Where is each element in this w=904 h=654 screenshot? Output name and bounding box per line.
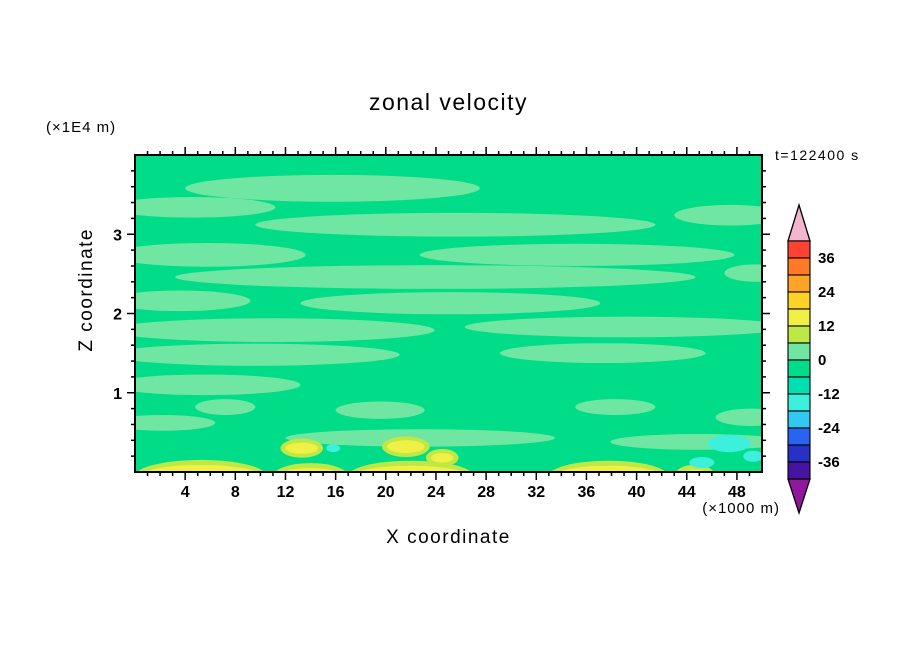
- contour-streak: [135, 374, 301, 396]
- x-tick-label: 8: [231, 484, 240, 501]
- colorbar-under-arrow: [787, 478, 811, 516]
- colorbar-segment: [787, 461, 811, 480]
- colorbar-tick-label: 0: [818, 352, 826, 369]
- contour-streak: [135, 318, 435, 343]
- contour-streak: [285, 429, 556, 447]
- contour-streak: [135, 290, 251, 312]
- contour-streak: [135, 242, 306, 267]
- contour-ring: [137, 459, 265, 472]
- contour-streak: [300, 292, 601, 315]
- colorbar-tick-label: 24: [818, 284, 835, 301]
- x-tick-label: 40: [628, 484, 646, 501]
- y-axis-unit-label: (×1E4 m): [46, 119, 117, 136]
- colorbar-tick-label: -12: [818, 386, 840, 403]
- chart-title: zonal velocity: [368, 89, 529, 115]
- contour-streak: [674, 204, 762, 226]
- colorbar-segment: [787, 410, 811, 429]
- x-tick-label: 4: [181, 484, 190, 501]
- x-tick-label: 44: [678, 484, 696, 501]
- contour-streak: [715, 408, 762, 427]
- colorbar-segment: [787, 359, 811, 378]
- contour-yellow-blob: [285, 442, 319, 454]
- contour-streak: [175, 265, 696, 289]
- colorbar-segment: [787, 240, 811, 259]
- colorbar-over-arrow: [787, 202, 811, 242]
- colorbar-segment: [787, 427, 811, 446]
- colorbar-segment: [787, 308, 811, 327]
- colorbar-segment: [787, 291, 811, 310]
- colorbar-tick-label: -24: [818, 420, 840, 437]
- contour-streak: [135, 197, 276, 218]
- contour-yellow-blob: [387, 440, 425, 453]
- x-tick-label: 24: [427, 484, 445, 501]
- colorbar-segment: [787, 274, 811, 293]
- colorbar-segment: [787, 444, 811, 463]
- contour-streak: [575, 399, 656, 415]
- y-tick-label: 1: [113, 386, 122, 403]
- x-tick-label: 32: [527, 484, 545, 501]
- contour-field: [135, 155, 762, 472]
- x-tick-label: 16: [327, 484, 345, 501]
- contour-streak: [610, 433, 762, 450]
- colorbar-tick-label: 36: [818, 250, 835, 267]
- contour-streak: [195, 399, 256, 415]
- x-axis-title: X coordinate: [386, 527, 511, 548]
- colorbar-segment: [787, 342, 811, 361]
- x-tick-label: 12: [277, 484, 295, 501]
- colorbar-tick-label: -36: [818, 454, 840, 471]
- colorbar-segment: [787, 325, 811, 344]
- y-ticks: [127, 170, 770, 457]
- contour-cyan-blob: [743, 450, 762, 462]
- x-axis-unit-label: (×1000 m): [702, 500, 780, 517]
- colorbar-segment: [787, 393, 811, 412]
- contour-yellow-blob: [559, 465, 658, 472]
- x-tick-label: 20: [377, 484, 395, 501]
- contour-streak: [724, 264, 762, 282]
- x-tick-label: 48: [728, 484, 746, 501]
- contour-yellow-blob: [358, 465, 463, 472]
- x-tick-label: 36: [578, 484, 596, 501]
- contour-cyan-blob: [689, 456, 715, 469]
- contour-streak: [185, 174, 480, 202]
- colorbar-segment: [787, 376, 811, 395]
- contour-streak: [135, 343, 400, 366]
- contour-ring: [551, 460, 666, 472]
- contour-cyan-blob: [326, 444, 341, 453]
- contour-cyan-blob: [708, 434, 751, 453]
- contour-streak: [464, 316, 762, 338]
- time-annotation: t=122400 s: [775, 147, 860, 163]
- x-ticks: [146, 147, 751, 480]
- y-tick-label: 3: [113, 227, 122, 244]
- contour-streak: [135, 414, 216, 431]
- x-tick-label: 28: [477, 484, 495, 501]
- colorbar-tick-label: 12: [818, 318, 835, 335]
- colorbar: 36 24 12 0 -12 -24 -36: [787, 202, 840, 516]
- contour-yellow-blob: [430, 452, 454, 463]
- colorbar-segment: [787, 257, 811, 276]
- y-axis-title: Z coordinate: [76, 228, 97, 352]
- contour-streak: [255, 212, 656, 237]
- contour-streak: [335, 401, 425, 419]
- y-tick-label: 2: [113, 307, 122, 324]
- contour-streak: [419, 243, 735, 266]
- contour-yellow-blob: [145, 464, 257, 472]
- contour-streak: [499, 343, 706, 364]
